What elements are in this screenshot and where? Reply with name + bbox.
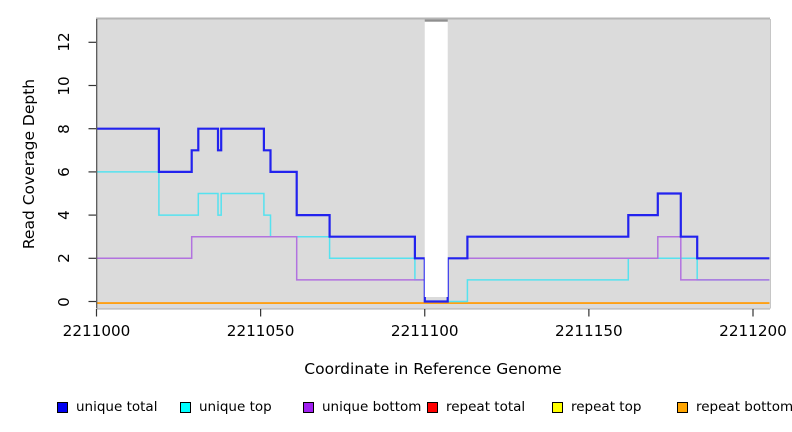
legend-label: repeat bottom <box>696 399 792 415</box>
x-tick-label: 2211150 <box>555 322 623 340</box>
y-tick-label: 2 <box>55 253 73 264</box>
legend-item-unique-top: unique top <box>180 399 272 415</box>
x-tick-label: 2211100 <box>390 322 459 340</box>
legend-swatch-icon <box>552 401 563 413</box>
legend-item-repeat-bottom: repeat bottom <box>677 399 792 415</box>
legend-label: unique total <box>76 399 158 415</box>
legend-label: unique bottom <box>322 399 422 415</box>
y-tick-label: 10 <box>55 75 73 96</box>
coverage-gap-band <box>424 21 448 297</box>
legend-label: repeat top <box>571 399 642 415</box>
legend-label: unique top <box>199 399 272 415</box>
legend-item-unique-total: unique total <box>57 399 157 415</box>
y-tick-label: 0 <box>55 296 73 307</box>
legend-item-repeat-total: repeat total <box>427 399 525 415</box>
legend-swatch-icon <box>677 401 688 413</box>
legend-swatch-icon <box>303 401 314 413</box>
legend-swatch-icon <box>57 401 68 413</box>
legend-swatch-icon <box>180 401 191 413</box>
coverage-gap-band-cap <box>424 19 448 22</box>
y-tick-label: 8 <box>55 123 73 134</box>
series-line-unique-total <box>96 127 770 303</box>
x-axis-title: Coordinate in Reference Genome <box>304 360 562 378</box>
y-tick-label: 12 <box>55 32 73 52</box>
y-axis-title: Read Coverage Depth <box>20 78 38 250</box>
legend-item-unique-bottom: unique bottom <box>303 399 421 415</box>
y-tick-label: 4 <box>55 210 73 220</box>
legend-swatch-icon <box>427 401 438 413</box>
series-line-unique-top <box>96 171 770 303</box>
x-tick-label: 2211050 <box>226 322 295 340</box>
legend-label: repeat total <box>446 399 526 415</box>
legend-item-repeat-top: repeat top <box>552 399 641 415</box>
x-tick-label: 2211200 <box>719 322 787 340</box>
y-tick-label: 6 <box>55 167 73 177</box>
x-tick-label: 2211000 <box>62 322 131 340</box>
